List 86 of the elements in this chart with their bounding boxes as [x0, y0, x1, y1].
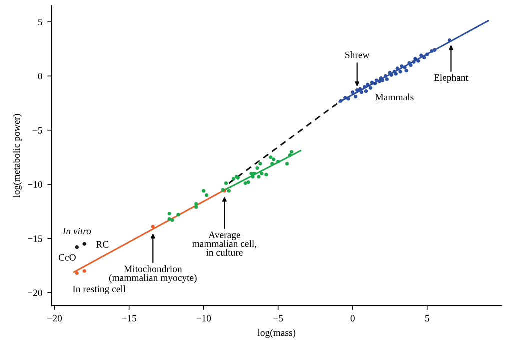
point	[339, 99, 343, 103]
point	[232, 177, 236, 181]
point	[260, 172, 264, 176]
point	[224, 182, 228, 186]
point	[412, 60, 416, 64]
point	[244, 182, 248, 186]
point	[168, 212, 172, 216]
point	[373, 82, 378, 86]
point	[409, 64, 413, 68]
point	[75, 246, 79, 250]
x-axis-title: log(mass)	[258, 329, 296, 338]
point	[151, 224, 155, 229]
point	[433, 48, 437, 52]
point	[403, 66, 407, 70]
point	[396, 66, 400, 70]
y-tick-label: 5	[38, 19, 42, 26]
point	[194, 202, 198, 206]
y-tick-label: −20	[28, 290, 42, 296]
point	[404, 68, 408, 73]
point	[82, 269, 86, 274]
point	[366, 83, 370, 87]
point	[344, 96, 348, 100]
point	[384, 74, 388, 78]
point	[264, 172, 268, 177]
point	[250, 172, 254, 176]
point	[272, 158, 276, 162]
point	[168, 217, 172, 222]
y-tick-label: 0	[38, 73, 42, 80]
point	[420, 54, 424, 58]
point	[176, 213, 180, 217]
point	[252, 172, 256, 176]
annotation: Average mammalian cell, in culture	[192, 232, 256, 256]
point	[204, 194, 209, 198]
annotation: In vitro	[62, 228, 92, 235]
point	[257, 175, 261, 179]
point	[251, 175, 255, 179]
point	[374, 78, 379, 82]
point	[285, 162, 290, 166]
annotation: In resting cell	[73, 286, 126, 294]
annotation: Shrew	[346, 52, 370, 58]
point	[290, 150, 294, 154]
point	[360, 90, 364, 94]
point	[258, 162, 262, 166]
y-tick-label: −5	[32, 127, 42, 134]
y-axis-title: log(metabolic power)	[13, 114, 22, 198]
point	[202, 189, 206, 193]
point	[354, 94, 358, 99]
point	[246, 180, 250, 184]
annotation: RC	[96, 241, 109, 248]
annotation: Mitochondrion (mammalian myocyte)	[109, 266, 197, 284]
x-tick-label: −5	[274, 315, 284, 322]
point	[416, 59, 420, 63]
point	[364, 90, 368, 94]
x-tick-label: −20	[48, 315, 62, 322]
point	[414, 57, 418, 61]
x-tick-label: −15	[122, 315, 137, 322]
point	[227, 189, 232, 193]
point	[385, 78, 389, 82]
annotation: Elephant	[434, 74, 468, 84]
point	[276, 160, 280, 164]
point	[426, 52, 430, 56]
y-tick-label: −10	[28, 181, 42, 188]
point	[82, 242, 86, 246]
point	[362, 85, 367, 89]
point	[378, 80, 382, 84]
point	[256, 166, 260, 170]
point	[170, 218, 174, 222]
point	[194, 205, 198, 210]
point	[75, 272, 79, 276]
point	[398, 70, 402, 74]
point	[351, 90, 355, 94]
point	[346, 97, 350, 101]
x-tick-label: −10	[196, 315, 212, 322]
point	[368, 86, 373, 90]
point	[356, 88, 360, 92]
point	[422, 56, 426, 60]
point	[448, 38, 452, 42]
point	[269, 156, 273, 160]
annotation: CcO	[58, 254, 76, 261]
annotation: Mammals	[376, 94, 414, 101]
point	[430, 49, 434, 54]
x-tick-label: 0	[350, 315, 355, 322]
y-tick-label: −15	[28, 236, 42, 242]
point	[288, 153, 292, 158]
x-tick-label: 5	[426, 315, 430, 322]
point	[270, 162, 274, 166]
